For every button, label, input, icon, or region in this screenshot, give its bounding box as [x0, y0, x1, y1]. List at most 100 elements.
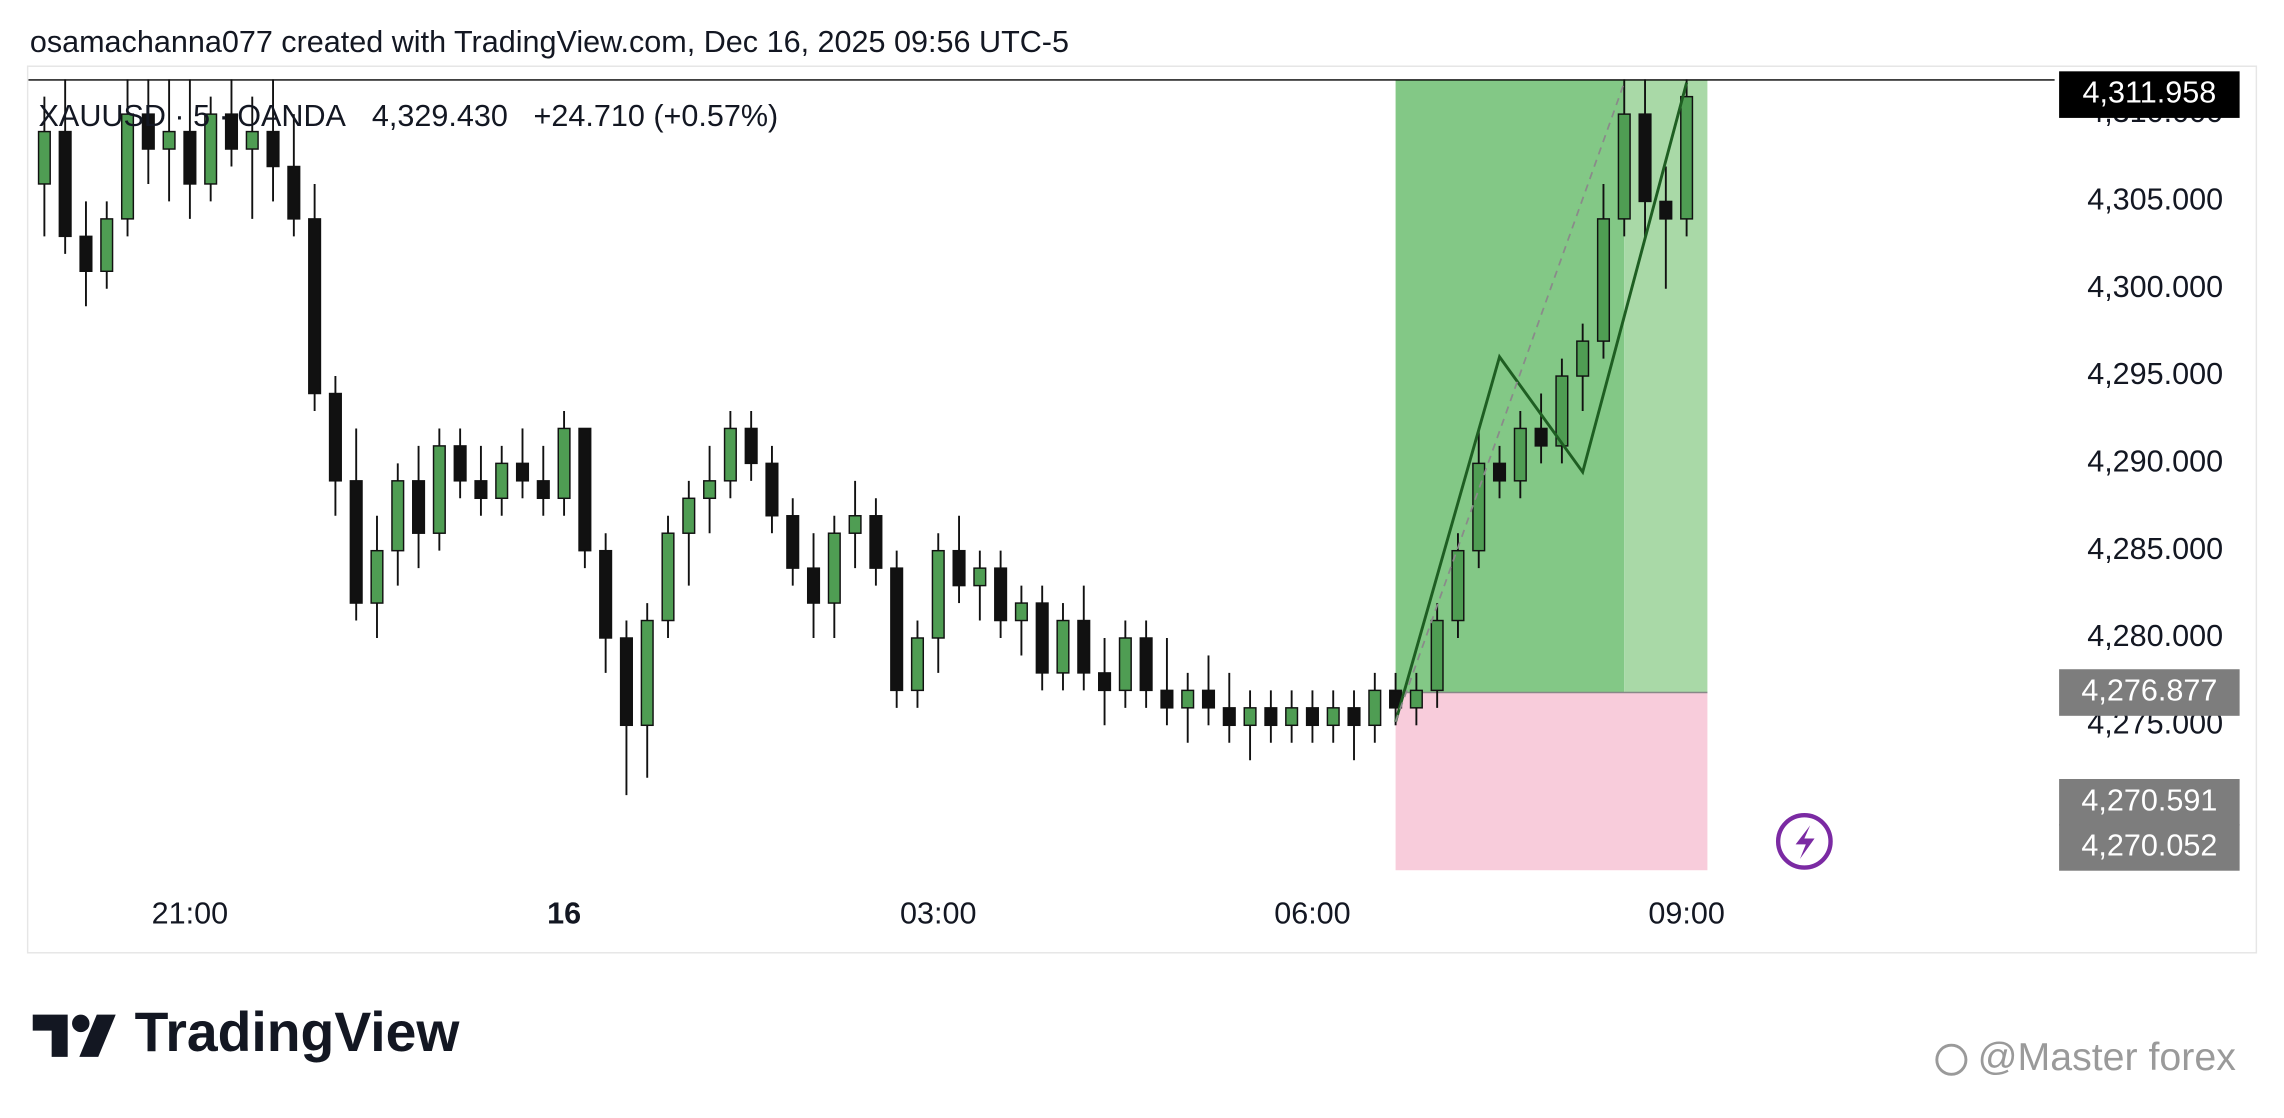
candle-body	[765, 462, 779, 517]
candle-body	[287, 165, 301, 220]
alert-icon	[1775, 813, 1833, 870]
candle-body	[412, 480, 426, 534]
candle-body	[744, 427, 758, 465]
candle-body	[806, 567, 821, 604]
price-tag	[2059, 824, 2240, 871]
candle-body	[1409, 689, 1423, 709]
candle-body	[1181, 689, 1195, 709]
candle-body	[224, 113, 239, 150]
candle-body	[723, 427, 737, 482]
header-text: osamachanna077 created with TradingView.…	[30, 25, 1069, 59]
candle-body	[931, 549, 945, 639]
candle-body	[266, 130, 280, 168]
candle-body	[599, 549, 613, 639]
candle-body	[1347, 707, 1361, 727]
candle-body	[661, 532, 675, 622]
candle-body	[162, 130, 176, 150]
candle-body	[1534, 427, 1548, 447]
candle-body	[79, 235, 93, 273]
candle-body	[370, 549, 384, 604]
candle-body	[328, 392, 342, 482]
candle-body	[890, 567, 904, 692]
candle-body	[910, 637, 925, 692]
logo	[32, 1014, 116, 1057]
candle-body	[682, 497, 696, 534]
symbol: XAUUSD · 5 · OANDA	[39, 99, 347, 133]
candle-body	[557, 427, 571, 500]
candle-body	[37, 130, 51, 185]
price-tag	[2059, 669, 2240, 716]
candle-body	[703, 480, 717, 500]
y-tick-label: 4,300.000	[2087, 270, 2223, 304]
x-tick-label: 09:00	[1648, 897, 1724, 931]
price-tag	[2059, 779, 2240, 826]
price-tag-label: 4,311.958	[2083, 76, 2217, 110]
y-tick-label: 4,295.000	[2087, 357, 2223, 391]
candle-body	[432, 445, 446, 534]
price-axis: 4,275.0004,280.0004,285.0004,290.0004,29…	[152, 71, 2240, 931]
candle-body	[474, 480, 488, 500]
candle-body	[1285, 707, 1299, 727]
candle-body	[1430, 619, 1444, 692]
y-tick-label: 4,280.000	[2087, 619, 2223, 653]
candle-body	[848, 515, 862, 534]
price-change: +24.710 (+0.57%)	[534, 99, 779, 133]
candle-body	[1451, 549, 1465, 622]
candle-body	[1617, 113, 1631, 220]
candle-body	[1513, 427, 1527, 482]
watermark: @Master forex	[1978, 1035, 2237, 1079]
candle-body	[1264, 707, 1278, 727]
price-tag-label: 4,270.052	[2081, 828, 2217, 862]
candle-body	[1326, 707, 1340, 727]
candle-body	[1596, 218, 1611, 342]
candle-body	[349, 480, 363, 604]
candle-body	[1056, 619, 1070, 674]
candle-body	[578, 427, 592, 552]
candle-body	[994, 567, 1008, 622]
candle-body	[973, 567, 987, 587]
candle-body	[515, 462, 530, 482]
candle-body	[58, 130, 72, 238]
candle-body	[1659, 200, 1673, 220]
y-tick-label: 4,285.000	[2087, 532, 2223, 566]
candle-body	[1139, 637, 1153, 692]
last-price: 4,329.430	[372, 99, 508, 133]
candle-body	[1638, 113, 1652, 203]
candle-body	[495, 462, 509, 500]
pattern-line	[1394, 82, 1689, 723]
candle-body	[141, 113, 155, 150]
candle-body	[1201, 689, 1216, 709]
candle-body	[619, 637, 633, 727]
candle-body	[869, 515, 883, 569]
price-tag-label: 4,270.591	[2081, 783, 2217, 817]
candle-body	[453, 445, 467, 482]
pattern-dashed	[1394, 82, 1626, 723]
candle-body	[1118, 637, 1132, 692]
candle-body	[1305, 707, 1319, 727]
candle-body	[120, 113, 135, 220]
price-tag-label: 4,276.877	[2081, 674, 2217, 708]
candle-body	[786, 515, 800, 569]
candle-body	[1472, 462, 1486, 552]
candle-body	[204, 113, 218, 185]
price-tag	[2059, 71, 2240, 118]
chart-frame	[26, 65, 2258, 954]
candle-body	[1222, 707, 1236, 727]
candle-body	[1555, 375, 1569, 447]
stop-zone	[1395, 692, 1708, 871]
candle-body	[1243, 707, 1257, 727]
candle-body	[1576, 340, 1590, 377]
candle-body	[391, 480, 405, 552]
x-tick-label: 03:00	[900, 897, 976, 931]
candle-body	[1077, 619, 1091, 674]
candle-body	[536, 480, 550, 500]
x-tick-label: 16	[547, 897, 581, 931]
x-tick-label: 21:00	[152, 897, 228, 931]
candle-body	[952, 549, 966, 587]
y-tick-label: 4,290.000	[2087, 444, 2223, 478]
candle-body	[1368, 689, 1382, 727]
candle-body	[640, 619, 654, 727]
candle-body	[100, 218, 114, 273]
candle-body	[308, 218, 322, 395]
